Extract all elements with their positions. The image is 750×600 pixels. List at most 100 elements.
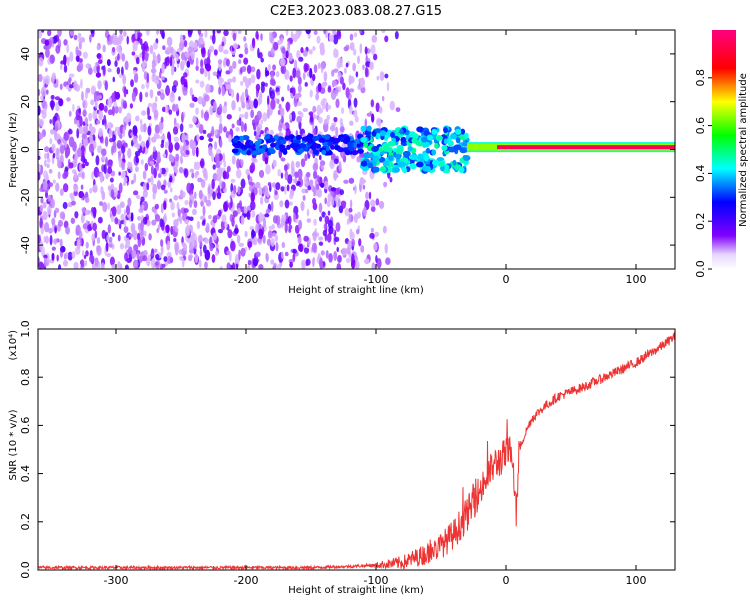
heatmap-cell bbox=[63, 131, 69, 141]
heatmap-cell bbox=[223, 30, 229, 37]
heatmap-cell bbox=[306, 218, 311, 223]
heatmap-cell bbox=[219, 139, 223, 148]
heatmap-cell bbox=[85, 63, 91, 69]
heatmap-cell bbox=[333, 173, 339, 179]
heatmap-cell bbox=[144, 162, 149, 172]
colorbar-tick-label: 0.0 bbox=[694, 260, 707, 278]
heatmap-cell bbox=[154, 253, 160, 260]
heatmap-cell bbox=[174, 227, 179, 233]
heatmap-cell bbox=[155, 75, 160, 81]
heatmap-cell bbox=[145, 30, 150, 36]
heatmap-cell bbox=[199, 37, 204, 44]
heatmap-cell bbox=[366, 112, 372, 117]
heatmap-cell bbox=[82, 223, 88, 230]
heatmap-cell bbox=[114, 217, 119, 225]
heatmap-cell bbox=[323, 30, 327, 35]
colorbar-tick-label: 0.8 bbox=[694, 69, 707, 87]
heatmap-cell bbox=[108, 128, 113, 139]
heatmap-cell bbox=[255, 88, 259, 98]
heatmap-cell bbox=[327, 210, 331, 216]
heatmap-cell bbox=[162, 45, 166, 51]
heatmap-cell bbox=[294, 177, 298, 184]
heatmap-cell bbox=[305, 188, 309, 194]
heatmap-cell bbox=[127, 147, 132, 159]
heatmap-cell bbox=[280, 186, 285, 192]
heatmap-cell bbox=[40, 197, 44, 204]
heatmap-cell bbox=[144, 91, 149, 98]
colorbar-gradient bbox=[712, 30, 736, 269]
heatmap-cell bbox=[303, 62, 308, 73]
heatmap-cell bbox=[183, 168, 189, 178]
heatmap-cell bbox=[339, 136, 345, 143]
heatmap-cell bbox=[206, 133, 212, 139]
heatmap-cell bbox=[39, 118, 45, 127]
heatmap-cell bbox=[173, 238, 177, 243]
heatmap-cell bbox=[186, 223, 190, 235]
heatmap-cell bbox=[201, 47, 206, 58]
heatmap-cell bbox=[358, 238, 362, 247]
heatmap-cell bbox=[284, 170, 289, 181]
chart-title: C2E3.2023.083.08.27.G15 bbox=[270, 4, 442, 19]
heatmap-cell bbox=[174, 142, 180, 151]
heatmap-cell bbox=[43, 170, 48, 179]
heatmap-cell bbox=[160, 116, 164, 123]
heatmap-cell bbox=[193, 96, 198, 102]
heatmap-cell bbox=[76, 238, 81, 250]
heatmap-cell bbox=[105, 156, 108, 167]
heatmap-cell bbox=[214, 141, 218, 150]
heatmap-cell bbox=[298, 219, 303, 230]
heatmap-cell bbox=[200, 109, 204, 119]
colorbar-tick-label: 0.4 bbox=[694, 165, 707, 183]
heatmap-cell bbox=[165, 86, 171, 96]
heatmap-cell bbox=[411, 137, 418, 144]
heatmap-cell bbox=[251, 150, 259, 156]
heatmap-cell bbox=[240, 121, 245, 133]
snr-series-line bbox=[38, 331, 675, 570]
heatmap-cell bbox=[132, 125, 138, 136]
heatmap-cell bbox=[58, 98, 64, 107]
heatmap-cell bbox=[372, 155, 379, 162]
heatmap-cell bbox=[322, 121, 329, 133]
heatmap-cell bbox=[360, 245, 365, 253]
heatmap-cell bbox=[123, 103, 127, 109]
heatmap-cell bbox=[197, 234, 203, 244]
heatmap-cell bbox=[125, 237, 131, 249]
heatmap-cell bbox=[43, 254, 48, 259]
heatmap-cell bbox=[126, 257, 132, 264]
heatmap-cell bbox=[261, 144, 268, 150]
heatmap-cell bbox=[270, 47, 275, 57]
heatmap-cell bbox=[222, 152, 226, 163]
heatmap-cell bbox=[435, 135, 443, 142]
heatmap-cell bbox=[189, 139, 194, 149]
snr-xtick-label: -300 bbox=[104, 574, 129, 587]
heatmap-cell bbox=[83, 260, 88, 267]
heatmap-cell bbox=[250, 191, 255, 203]
heatmap-cell bbox=[105, 241, 109, 253]
heatmap-cell bbox=[131, 91, 136, 102]
heatmap-cell bbox=[459, 147, 467, 154]
heatmap-cell bbox=[230, 178, 236, 183]
heatmap-cell bbox=[113, 101, 117, 108]
heatmap-cell bbox=[235, 127, 240, 132]
heatmap-cell bbox=[225, 70, 231, 75]
heatmap-cell bbox=[77, 147, 82, 158]
heatmap-cell bbox=[96, 44, 100, 51]
heatmap-cell bbox=[386, 81, 390, 92]
heatmap-cell bbox=[326, 232, 332, 243]
heatmap-cell bbox=[41, 97, 46, 109]
heatmap-cell bbox=[173, 136, 180, 143]
heatmap-cell bbox=[140, 124, 145, 133]
heatmap-cell bbox=[364, 258, 370, 265]
heatmap-cell bbox=[217, 59, 223, 65]
heatmap-cell bbox=[276, 98, 280, 105]
heatmap-cell bbox=[87, 67, 93, 75]
heatmap-cell bbox=[370, 205, 376, 212]
heatmap-cell bbox=[330, 89, 337, 101]
heatmap-cell bbox=[354, 260, 360, 269]
heatmap-cell bbox=[443, 127, 448, 134]
heatmap-cell bbox=[167, 180, 172, 188]
heatmap-cell bbox=[260, 84, 265, 93]
heatmap-cell bbox=[298, 243, 304, 253]
heatmap-cell bbox=[243, 36, 247, 42]
heatmap-cell bbox=[132, 259, 139, 269]
